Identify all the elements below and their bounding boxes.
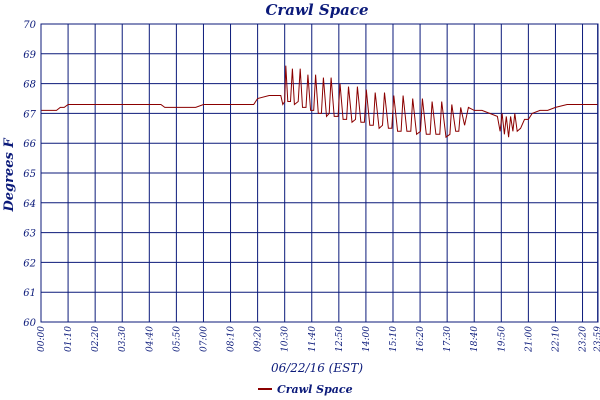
x-tick-label: 09:20 bbox=[254, 326, 264, 352]
y-axis-ticks: 60 61 62 63 64 65 66 67 68 69 70 bbox=[23, 20, 36, 329]
y-tick-label: 63 bbox=[23, 229, 36, 240]
x-tick-label: 00:00 bbox=[37, 326, 47, 352]
x-tick-label: 23:20 bbox=[579, 326, 589, 353]
y-tick-label: 68 bbox=[23, 80, 36, 91]
x-tick-label: 08:10 bbox=[227, 326, 237, 352]
y-tick-label: 65 bbox=[23, 169, 36, 180]
y-tick-label: 67 bbox=[23, 109, 36, 120]
x-tick-label: 07:00 bbox=[199, 326, 209, 352]
y-tick-label: 64 bbox=[23, 199, 36, 210]
y-tick-label: 61 bbox=[23, 288, 36, 299]
x-tick-label: 23:59 bbox=[594, 326, 600, 353]
y-axis-label: Degrees F bbox=[2, 138, 17, 213]
y-tick-label: 70 bbox=[23, 20, 36, 31]
x-tick-label: 03:30 bbox=[118, 326, 128, 352]
plot-frame bbox=[40, 23, 599, 323]
y-tick-label: 69 bbox=[23, 50, 36, 61]
x-tick-label: 11:40 bbox=[308, 326, 318, 352]
x-tick-label: 22:10 bbox=[551, 326, 561, 353]
y-tick-label: 60 bbox=[23, 318, 36, 329]
x-tick-label: 05:50 bbox=[172, 326, 182, 352]
y-tick-label: 62 bbox=[23, 258, 36, 269]
x-tick-label: 14:00 bbox=[362, 326, 372, 352]
x-tick-label: 02:20 bbox=[91, 326, 101, 352]
x-tick-label: 16:20 bbox=[416, 326, 426, 352]
series-line-crawl-space bbox=[41, 65, 598, 139]
y-tick-label: 66 bbox=[23, 139, 36, 150]
x-axis-label: 06/22/16 (EST) bbox=[271, 361, 363, 375]
x-tick-label: 10:30 bbox=[281, 326, 291, 352]
x-tick-label: 01:10 bbox=[64, 326, 74, 352]
grid bbox=[40, 23, 599, 323]
x-tick-label: 15:10 bbox=[389, 326, 399, 352]
x-tick-label: 18:40 bbox=[470, 326, 480, 352]
chart-title: Crawl Space bbox=[265, 1, 368, 19]
series-layer bbox=[41, 65, 598, 139]
legend-label: Crawl Space bbox=[277, 383, 353, 396]
x-axis-ticks: 00:00 01:10 02:20 03:30 04:40 05:50 07:00 08:10… bbox=[37, 326, 600, 353]
x-tick-label: 04:40 bbox=[145, 326, 155, 352]
x-tick-label: 12:50 bbox=[335, 326, 345, 352]
x-tick-label: 17:30 bbox=[443, 326, 453, 352]
x-tick-label: 21:00 bbox=[524, 326, 534, 353]
x-tick-label: 19:50 bbox=[497, 326, 507, 352]
legend: Crawl Space bbox=[258, 383, 353, 396]
